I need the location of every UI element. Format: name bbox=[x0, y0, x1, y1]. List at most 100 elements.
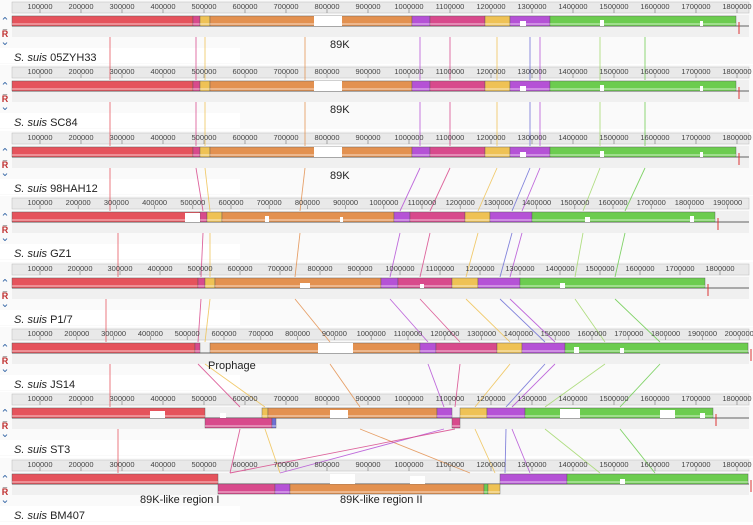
scroll-down-icon[interactable]: ⌄ bbox=[0, 167, 9, 179]
strain-name: SC84 bbox=[50, 117, 78, 129]
scroll-up-icon[interactable]: ⌃ bbox=[0, 212, 9, 224]
reverse-toggle-button[interactable]: R bbox=[2, 421, 9, 431]
scroll-up-icon[interactable]: ⌃ bbox=[0, 408, 9, 420]
minus-icon[interactable]: – bbox=[3, 90, 8, 99]
homology-link-yellow bbox=[204, 167, 211, 212]
ruler-tick-label: 1100000 bbox=[408, 198, 437, 207]
ruler bbox=[11, 197, 750, 210]
scroll-down-icon[interactable]: ⌄ bbox=[0, 232, 9, 244]
ruler-tick-label: 200000 bbox=[68, 133, 93, 142]
label-bg bbox=[0, 179, 240, 194]
lcb-block-pink[interactable] bbox=[451, 417, 461, 429]
lcb-block-green[interactable] bbox=[524, 407, 714, 419]
lcb-block-green[interactable] bbox=[566, 473, 749, 485]
minus-icon[interactable]: – bbox=[3, 483, 8, 492]
scroll-up-icon[interactable]: ⌃ bbox=[0, 343, 9, 355]
lcb-gap bbox=[330, 410, 348, 418]
lcb-similarity bbox=[290, 491, 484, 493]
scroll-up-icon[interactable]: ⌃ bbox=[0, 474, 9, 486]
lcb-similarity bbox=[490, 219, 532, 221]
reverse-toggle-button[interactable]: R bbox=[2, 160, 9, 170]
ruler-tick-label: 1500000 bbox=[541, 329, 570, 338]
lcb-gap bbox=[314, 147, 342, 157]
lcb-gap bbox=[620, 348, 624, 353]
label-bg bbox=[0, 48, 240, 63]
ruler-tick-label: 1300000 bbox=[517, 2, 546, 11]
lcb-block-red[interactable] bbox=[11, 473, 219, 485]
lcb-gap bbox=[560, 409, 580, 418]
ruler-tick-label: 200000 bbox=[68, 67, 93, 76]
reverse-toggle-button[interactable]: R bbox=[2, 29, 9, 39]
homology-link-pink bbox=[419, 298, 461, 343]
species-name: S. suis bbox=[14, 314, 50, 326]
ruler-tick-label: 900000 bbox=[322, 329, 347, 338]
homology-link-blue bbox=[499, 232, 513, 278]
lcb-block-green[interactable] bbox=[549, 15, 737, 27]
lcb-similarity bbox=[478, 285, 520, 287]
ruler-tick-label: 800000 bbox=[285, 329, 310, 338]
ruler-tick-label: 1100000 bbox=[436, 2, 465, 11]
lcb-gap bbox=[520, 21, 526, 26]
lcb-block-yellow[interactable] bbox=[487, 483, 501, 495]
lcb-block-green[interactable] bbox=[519, 277, 706, 289]
homology-link-green bbox=[619, 363, 661, 408]
minus-icon[interactable]: – bbox=[3, 352, 8, 361]
ruler-tick-label: 300000 bbox=[109, 2, 134, 11]
homology-link-pink bbox=[419, 232, 431, 278]
lcb-block-red[interactable] bbox=[11, 407, 206, 419]
minus-icon[interactable]: – bbox=[3, 156, 8, 165]
ruler-tick-label: 1600000 bbox=[598, 198, 627, 207]
scroll-up-icon[interactable]: ⌃ bbox=[0, 278, 9, 290]
lcb-block-green[interactable] bbox=[564, 342, 749, 354]
minus-icon[interactable]: – bbox=[3, 25, 8, 34]
ruler-tick-label: 1100000 bbox=[426, 264, 455, 273]
reverse-toggle-button[interactable]: R bbox=[2, 94, 9, 104]
lcb-gap bbox=[520, 86, 526, 91]
scroll-up-icon[interactable]: ⌃ bbox=[0, 147, 9, 159]
minus-icon[interactable]: – bbox=[3, 221, 8, 230]
minus-icon[interactable]: – bbox=[3, 417, 8, 426]
homology-link-yellow bbox=[474, 363, 511, 408]
ruler-tick-label: 400000 bbox=[138, 329, 163, 338]
lcb-block-purple[interactable] bbox=[436, 407, 453, 419]
ruler-tick-label: 200000 bbox=[68, 460, 93, 469]
scroll-down-icon[interactable]: ⌄ bbox=[0, 36, 9, 48]
lcb-similarity bbox=[394, 219, 410, 221]
lcb-block-green[interactable] bbox=[549, 80, 737, 92]
scroll-down-icon[interactable]: ⌄ bbox=[0, 298, 9, 310]
ruler-tick-label: 1500000 bbox=[585, 264, 614, 273]
ruler-tick-label: 700000 bbox=[248, 329, 273, 338]
ruler-tick-label: 1700000 bbox=[614, 329, 643, 338]
lcb-gap bbox=[185, 213, 200, 222]
reverse-toggle-button[interactable]: R bbox=[2, 225, 9, 235]
scroll-down-icon[interactable]: ⌄ bbox=[0, 101, 9, 113]
lcb-similarity bbox=[550, 23, 736, 25]
reverse-toggle-button[interactable]: R bbox=[2, 356, 9, 366]
lcb-similarity bbox=[272, 425, 276, 427]
minus-icon[interactable]: – bbox=[3, 287, 8, 296]
species-name: S. suis bbox=[14, 117, 50, 129]
lcb-similarity bbox=[565, 350, 748, 352]
homology-link-green bbox=[614, 298, 661, 343]
scroll-down-icon[interactable]: ⌄ bbox=[0, 428, 9, 440]
scroll-up-icon[interactable]: ⌃ bbox=[0, 16, 9, 28]
lcb-gap bbox=[600, 20, 604, 26]
lcb-similarity bbox=[275, 491, 290, 493]
reverse-toggle-button[interactable]: R bbox=[2, 487, 9, 497]
ruler-tick-label: 600000 bbox=[232, 67, 257, 76]
scroll-down-icon[interactable]: ⌄ bbox=[0, 494, 9, 506]
homology-link-pink bbox=[200, 232, 204, 278]
scroll-down-icon[interactable]: ⌄ bbox=[0, 363, 9, 375]
lcb-similarity bbox=[268, 415, 437, 417]
reverse-toggle-button[interactable]: R bbox=[2, 291, 9, 301]
lcb-similarity bbox=[487, 415, 525, 417]
lcb-block-green[interactable] bbox=[549, 146, 737, 158]
lcb-block-pink[interactable] bbox=[194, 342, 201, 354]
region-89k-annotation: 89K bbox=[330, 39, 350, 51]
homology-link-lightgreen bbox=[574, 298, 606, 343]
ruler-tick-label: 100000 bbox=[27, 133, 52, 142]
scroll-up-icon[interactable]: ⌃ bbox=[0, 81, 9, 93]
ruler-tick-label: 1300000 bbox=[517, 460, 546, 469]
lcb-similarity bbox=[381, 285, 398, 287]
lcb-block-green[interactable] bbox=[531, 211, 716, 223]
